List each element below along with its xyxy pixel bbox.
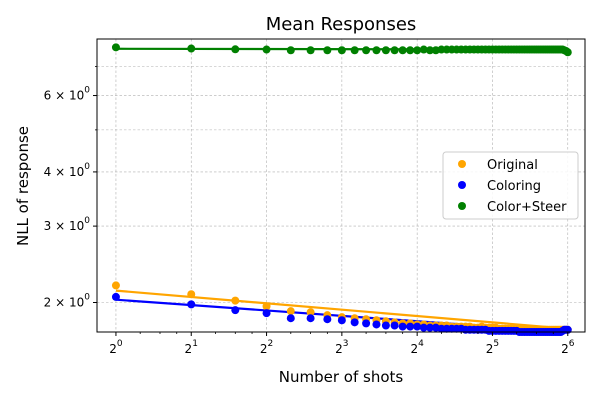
tick-label-part: 0: [84, 86, 90, 96]
point-coloring: [398, 322, 407, 331]
tick-label-part: 2: [486, 342, 494, 356]
legend-box: [442, 151, 579, 220]
tick-label-part: 0: [117, 339, 123, 349]
chart-title: Mean Responses: [266, 14, 417, 35]
point-original: [231, 296, 240, 305]
y-axis-label: NLL of response: [14, 126, 32, 246]
tick-times-sign: ×: [51, 165, 69, 179]
x-tick-label: 20: [109, 339, 123, 356]
tick-label-part: 10: [69, 295, 84, 309]
point-coloring: [425, 323, 434, 332]
tick-label-part: 0: [84, 162, 90, 172]
tick-label-part: 0: [84, 292, 90, 302]
tick-label-part: 2: [268, 339, 274, 349]
tick-label-part: 2: [335, 342, 343, 356]
point-original: [187, 290, 196, 299]
point-coloring: [381, 321, 390, 330]
point-color-steer: [262, 45, 271, 54]
legend-label-original: Original: [487, 158, 538, 173]
point-coloring: [337, 316, 346, 325]
point-coloring: [372, 320, 381, 329]
point-coloring: [231, 306, 240, 315]
point-color-steer: [286, 46, 295, 55]
point-color-steer: [413, 46, 422, 55]
tick-label-part: 4: [418, 339, 424, 349]
tick-label-part: 3: [44, 219, 52, 233]
point-coloring: [323, 315, 332, 324]
x-tick-label: 24: [410, 339, 424, 356]
tick-label-part: 10: [69, 89, 84, 103]
point-color-steer: [187, 44, 196, 53]
point-color-steer: [398, 46, 407, 55]
tick-label-part: 4: [44, 165, 52, 179]
x-tick-label: 21: [185, 339, 198, 356]
point-original: [262, 302, 271, 311]
x-axis-label: Number of shots: [279, 368, 404, 386]
point-original: [286, 307, 295, 316]
point-color-steer: [350, 46, 359, 55]
tick-label-part: 6: [569, 339, 575, 349]
legend-label-coloring: Coloring: [487, 179, 541, 194]
tick-times-sign: ×: [51, 295, 69, 309]
point-color-steer: [111, 43, 120, 52]
point-coloring: [413, 322, 422, 331]
point-color-steer: [323, 46, 332, 55]
point-coloring: [286, 314, 295, 323]
tick-label-part: 6: [44, 89, 52, 103]
x-tick-label: 23: [335, 339, 348, 356]
point-original: [111, 281, 120, 290]
y-tick-label: 4 × 100: [44, 162, 91, 179]
point-color-steer: [362, 46, 371, 55]
point-color-steer: [231, 45, 240, 54]
point-color-steer: [419, 45, 428, 54]
legend-marker-color-steer: [458, 202, 466, 210]
x-tick-label: 25: [486, 339, 499, 356]
point-coloring: [187, 300, 196, 309]
point-color-steer: [306, 46, 315, 55]
legend-marker-original: [458, 160, 466, 168]
x-tick-label: 26: [561, 339, 575, 356]
tick-label-part: 10: [69, 219, 84, 233]
point-coloring: [390, 321, 399, 330]
tick-label-part: 1: [192, 339, 198, 349]
legend-label-color-steer: Color+Steer: [487, 200, 567, 215]
tick-label-part: 2: [410, 342, 418, 356]
tick-label-part: 0: [84, 216, 90, 226]
point-color-steer: [372, 46, 381, 55]
tick-label-part: 5: [493, 339, 499, 349]
point-original: [306, 308, 315, 317]
tick-label-part: 2: [44, 295, 52, 309]
point-coloring: [111, 292, 120, 301]
point-coloring: [419, 323, 428, 332]
point-color-steer: [337, 46, 346, 55]
legend-marker-coloring: [458, 181, 466, 189]
tick-label-part: 2: [109, 342, 117, 356]
point-coloring: [362, 319, 371, 328]
point-color-steer: [406, 46, 415, 55]
point-coloring: [306, 314, 315, 323]
point-coloring: [262, 309, 271, 318]
point-coloring: [406, 322, 415, 331]
tick-label-part: 2: [260, 342, 268, 356]
y-tick-label: 6 × 100: [44, 86, 91, 103]
y-tick-label: 3 × 100: [44, 216, 91, 233]
tick-label-part: 3: [343, 339, 349, 349]
point-coloring: [350, 318, 359, 327]
tick-times-sign: ×: [51, 89, 69, 103]
tick-label-part: 10: [69, 165, 84, 179]
y-tick-label: 2 × 100: [44, 292, 91, 309]
tick-label-part: 2: [185, 342, 193, 356]
point-color-steer: [425, 46, 434, 55]
x-tick-label: 22: [260, 339, 273, 356]
tick-label-part: 2: [561, 342, 569, 356]
point-color-steer: [563, 48, 572, 57]
point-color-steer: [390, 46, 399, 55]
legend: Original Coloring Color+Steer: [442, 151, 579, 220]
point-color-steer: [381, 46, 390, 55]
tick-times-sign: ×: [51, 219, 69, 233]
plot-frame: [96, 38, 586, 333]
